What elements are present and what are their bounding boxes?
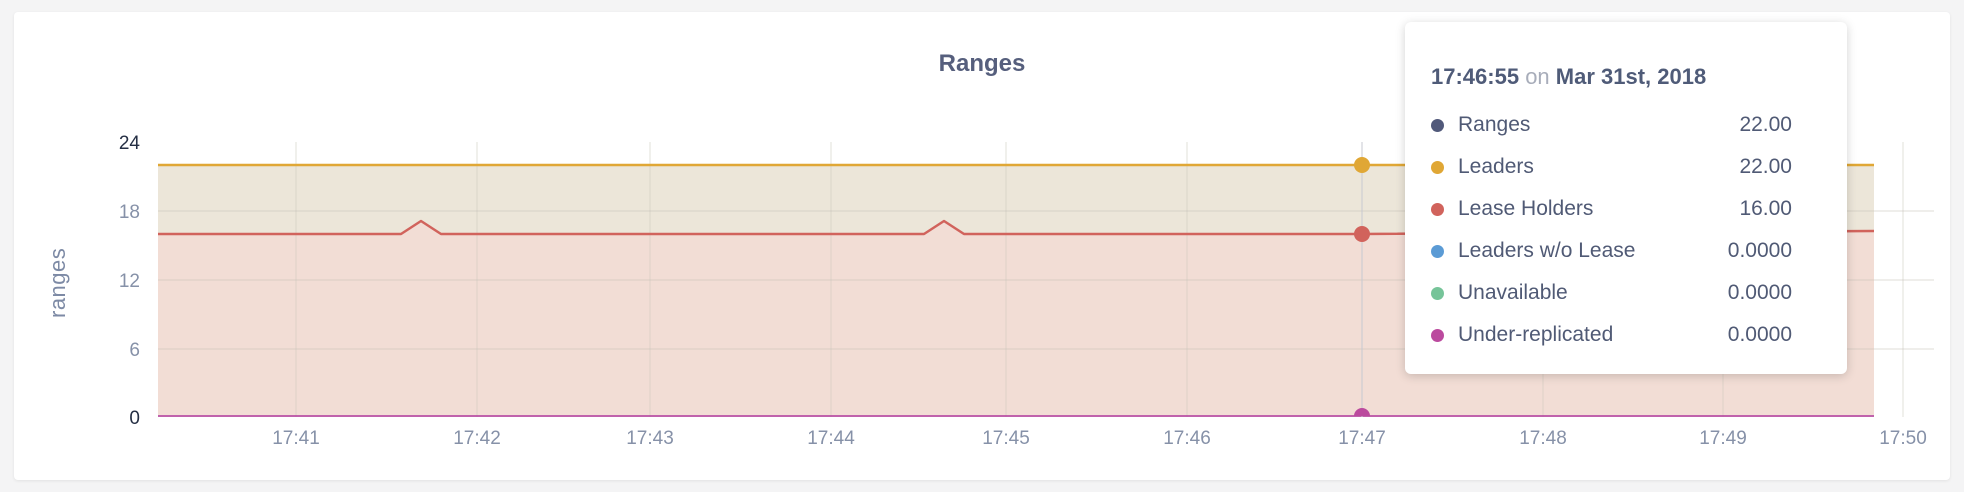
svg-text:17:41: 17:41	[272, 428, 320, 449]
svg-text:17:48: 17:48	[1519, 428, 1567, 449]
svg-text:6: 6	[129, 340, 140, 361]
svg-text:17:46: 17:46	[1163, 428, 1211, 449]
svg-text:17:43: 17:43	[626, 428, 674, 449]
svg-text:0: 0	[129, 408, 140, 429]
svg-text:12: 12	[119, 271, 140, 292]
svg-text:24: 24	[119, 133, 141, 154]
svg-text:17:44: 17:44	[807, 428, 855, 449]
svg-text:18: 18	[119, 202, 140, 223]
svg-text:17:45: 17:45	[982, 428, 1030, 449]
svg-text:17:50: 17:50	[1879, 428, 1927, 449]
svg-text:17:47: 17:47	[1338, 428, 1386, 449]
svg-text:17:49: 17:49	[1699, 428, 1747, 449]
svg-text:17:42: 17:42	[453, 428, 501, 449]
